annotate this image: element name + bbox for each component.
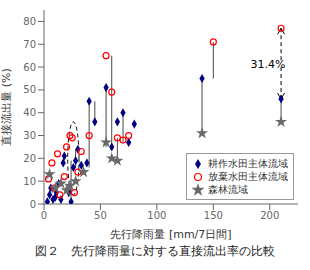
html-text:耕作水田主体流域: 耕作水田主体流域	[208, 158, 288, 169]
svg-text:20: 20	[23, 153, 36, 164]
svg-text:70: 70	[23, 39, 36, 50]
svg-text:50: 50	[23, 84, 36, 95]
svg-text:200: 200	[260, 210, 279, 221]
html-text:森林流域: 森林流域	[208, 184, 248, 195]
svg-text:40: 40	[23, 107, 36, 118]
svg-text:0: 0	[30, 199, 36, 210]
svg-text:30: 30	[23, 130, 36, 141]
svg-text:80: 80	[23, 16, 36, 27]
html-text:図２ 先行降雨量に対する直接流出率の比較: 図２ 先行降雨量に対する直接流出率の比較	[35, 244, 275, 258]
svg-text:10: 10	[23, 176, 36, 187]
svg-text:60: 60	[23, 62, 36, 73]
svg-text:150: 150	[204, 210, 223, 221]
svg-text:0: 0	[41, 210, 47, 221]
svg-text:直接流出量 (%): 直接流出量 (%)	[8, 68, 13, 146]
svg-text:31.4%: 31.4%	[251, 58, 286, 71]
svg-text:先行降雨量 [mm/7日間]: 先行降雨量 [mm/7日間]	[110, 228, 231, 240]
svg-text:50: 50	[94, 210, 107, 221]
svg-text:100: 100	[147, 210, 166, 221]
html-text:放棄水田主体流域: 放棄水田主体流域	[208, 171, 288, 182]
